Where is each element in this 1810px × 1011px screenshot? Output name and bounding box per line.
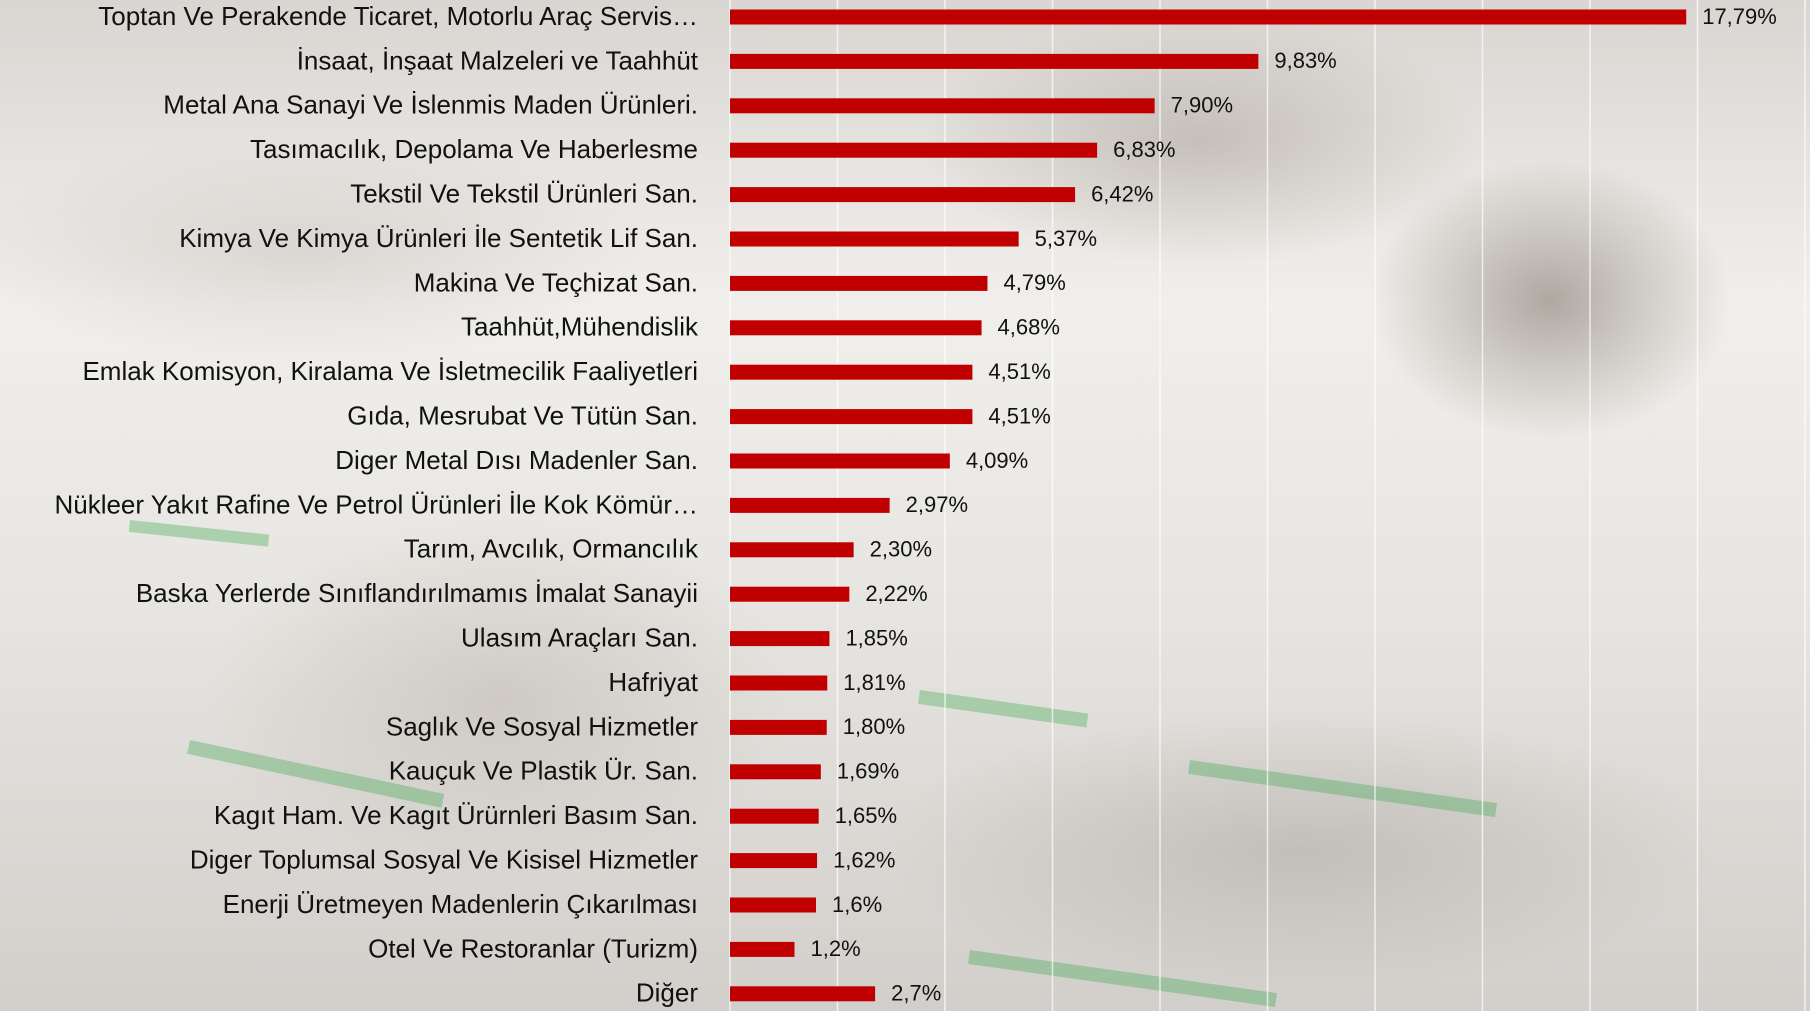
bar: [730, 542, 854, 558]
category-label: Baska Yerlerde Sınıflandırılmamıs İmalat…: [136, 578, 698, 608]
logo-stripe: [128, 519, 270, 547]
bar: [730, 986, 876, 1002]
category-label: İnsaat, İnşaat Malzeleri ve Taahhüt: [297, 45, 699, 75]
category-label: Makina Ve Teçhizat San.: [414, 267, 698, 297]
bar: [730, 98, 1155, 114]
bar: [730, 764, 821, 780]
bar: [730, 142, 1098, 158]
value-label: 17,79%: [1702, 4, 1777, 29]
value-label: 5,37%: [1035, 226, 1097, 251]
bar: [730, 719, 827, 735]
value-label: 4,51%: [988, 403, 1050, 428]
value-label: 2,30%: [870, 537, 932, 562]
bar: [730, 409, 973, 425]
category-label: Enerji Üretmeyen Madenlerin Çıkarılması: [223, 889, 698, 919]
value-label: 1,2%: [811, 936, 861, 961]
value-label: 2,97%: [906, 492, 968, 517]
value-label: 6,42%: [1091, 181, 1153, 206]
bar: [730, 53, 1259, 69]
value-label: 1,81%: [843, 670, 905, 695]
value-label: 1,65%: [835, 803, 897, 828]
bar: [730, 364, 973, 380]
bar: [730, 497, 890, 513]
category-label: Kagıt Ham. Ve Kagıt Ürürnleri Basım San.: [214, 800, 698, 830]
category-label: Hafriyat: [608, 667, 698, 697]
logo-stripe: [968, 950, 1277, 1008]
decor: [128, 519, 1497, 1008]
bar: [730, 675, 828, 691]
value-label: 1,69%: [837, 759, 899, 784]
category-label: Kauçuk Ve Plastik Ür. San.: [389, 756, 698, 786]
category-label: Toptan Ve Perakende Ticaret, Motorlu Ara…: [98, 1, 698, 31]
bar: [730, 941, 795, 957]
bar: [730, 897, 816, 913]
logo-stripe: [918, 690, 1089, 728]
bar: [730, 853, 818, 869]
bar: [730, 275, 988, 291]
bar: [730, 9, 1687, 25]
category-label: Tekstil Ve Tekstil Ürünleri San.: [350, 178, 698, 208]
category-label: Saglık Ve Sosyal Hizmetler: [386, 711, 698, 741]
category-label: Otel Ve Restoranlar (Turizm): [368, 933, 698, 963]
category-label: Tarım, Avcılık, Ormancılık: [404, 534, 699, 564]
category-label: Gıda, Mesrubat Ve Tütün San.: [347, 400, 698, 430]
category-label: Diger Metal Dısı Madenler San.: [335, 445, 698, 475]
value-label: 1,6%: [832, 892, 882, 917]
category-label: Diger Toplumsal Sosyal Ve Kisisel Hizmet…: [190, 844, 698, 874]
category-label: Metal Ana Sanayi Ve İslenmis Maden Ürünl…: [163, 90, 698, 120]
category-label: Diğer: [636, 978, 698, 1008]
value-label: 9,83%: [1274, 48, 1336, 73]
value-label: 1,62%: [833, 847, 895, 872]
value-label: 6,83%: [1113, 137, 1175, 162]
value-label: 4,68%: [998, 315, 1060, 340]
category-label: Nükleer Yakıt Rafine Ve Petrol Ürünleri …: [54, 489, 698, 519]
logo-stripe: [187, 740, 445, 808]
value-label: 4,79%: [1003, 270, 1065, 295]
value-label: 7,90%: [1171, 93, 1233, 118]
category-label: Taahhüt,Mühendislik: [461, 312, 699, 342]
logo-stripe: [1188, 759, 1497, 818]
category-label: Emlak Komisyon, Kiralama Ve İsletmecilik…: [82, 356, 698, 386]
value-label: 1,80%: [843, 714, 905, 739]
value-label: 4,51%: [988, 359, 1050, 384]
value-label: 4,09%: [966, 448, 1028, 473]
category-label: Kimya Ve Kimya Ürünleri İle Sentetik Lif…: [179, 223, 698, 253]
bar: [730, 187, 1076, 203]
category-label: Ulasım Araçları San.: [461, 622, 698, 652]
bar: [730, 586, 850, 602]
value-label: 2,22%: [865, 581, 927, 606]
bar: [730, 453, 950, 469]
bar: [730, 631, 830, 647]
bar: [730, 320, 982, 336]
bar: [730, 231, 1019, 247]
value-label: 1,85%: [845, 625, 907, 650]
category-label: Tasımacılık, Depolama Ve Haberlesme: [250, 134, 698, 164]
value-label: 2,7%: [891, 981, 941, 1006]
bar: [730, 808, 819, 824]
